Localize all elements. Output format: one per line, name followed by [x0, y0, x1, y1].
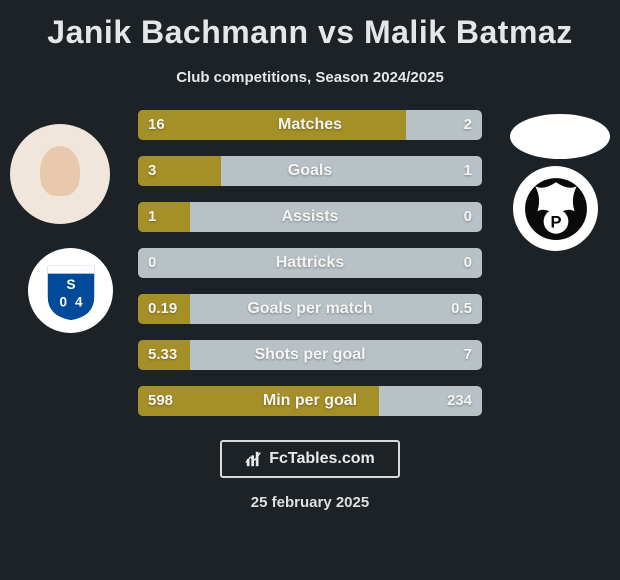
footer-brand-text: FcTables.com [269, 450, 375, 468]
preussen-icon: P [523, 176, 589, 242]
stat-label: Shots per goal [138, 340, 482, 370]
subtitle: Club competitions, Season 2024/2025 [0, 69, 620, 86]
svg-text:0: 0 [59, 294, 67, 309]
stat-value-right: 1 [464, 156, 472, 186]
player-left-club-badge: S 0 4 [28, 248, 113, 333]
date-text: 25 february 2025 [0, 494, 620, 511]
stat-row: 16Matches2 [138, 110, 482, 140]
stat-bars: 16Matches23Goals11Assists00Hattricks00.1… [138, 110, 482, 432]
svg-text:4: 4 [74, 294, 82, 309]
svg-text:S: S [66, 277, 75, 292]
schalke-icon: S 0 4 [40, 260, 102, 322]
stat-value-right: 0.5 [451, 294, 472, 324]
stat-row: 0Hattricks0 [138, 248, 482, 278]
stat-label: Min per goal [138, 386, 482, 416]
stat-label: Goals per match [138, 294, 482, 324]
player-right-photo [510, 114, 610, 159]
stat-label: Matches [138, 110, 482, 140]
stat-row: 0.19Goals per match0.5 [138, 294, 482, 324]
stat-label: Goals [138, 156, 482, 186]
stat-row: 3Goals1 [138, 156, 482, 186]
stat-row: 5.33Shots per goal7 [138, 340, 482, 370]
stat-value-right: 0 [464, 248, 472, 278]
stat-label: Hattricks [138, 248, 482, 278]
fctables-logo[interactable]: FcTables.com [220, 440, 400, 478]
comparison-panel: S 0 4 P 16Matches23Goals11Assists00Hattr… [0, 110, 620, 420]
player-right-club-badge: P [513, 166, 598, 251]
stat-value-right: 2 [464, 110, 472, 140]
stat-value-right: 0 [464, 202, 472, 232]
chart-icon [245, 450, 263, 468]
stat-value-right: 234 [447, 386, 472, 416]
player-left-photo [10, 124, 110, 224]
svg-text:P: P [550, 213, 561, 231]
stat-row: 598Min per goal234 [138, 386, 482, 416]
stat-value-right: 7 [464, 340, 472, 370]
stat-row: 1Assists0 [138, 202, 482, 232]
stat-label: Assists [138, 202, 482, 232]
page-title: Janik Bachmann vs Malik Batmaz [0, 0, 620, 51]
